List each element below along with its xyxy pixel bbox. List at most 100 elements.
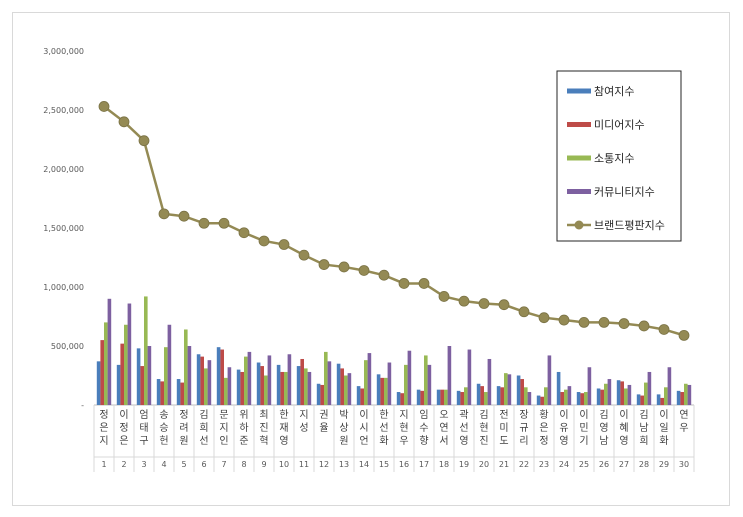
bar-1-9	[256, 362, 261, 405]
line-point-29	[658, 324, 670, 335]
legend-marker-swatch	[574, 220, 584, 230]
legend-label: 커뮤니티지수	[594, 186, 655, 199]
category-index: 23	[539, 460, 549, 469]
bar-1-27	[616, 380, 621, 405]
line-point-6	[198, 217, 210, 229]
line-point-10	[278, 239, 290, 250]
category-index: 10	[279, 460, 289, 469]
y-tick-label: 2,000,000	[43, 165, 84, 174]
bar-2-24	[560, 392, 564, 405]
bar-4-24	[567, 386, 572, 405]
bar-1-24	[556, 371, 561, 405]
bar-1-13	[336, 363, 341, 405]
bar-2-15	[380, 377, 384, 405]
bar-4-14	[367, 353, 372, 405]
category-index: 6	[201, 460, 206, 469]
line-point-24	[558, 314, 570, 326]
y-tick-label: -	[81, 401, 84, 410]
bar-4-15	[387, 362, 392, 405]
legend-label: 브랜드평판지수	[594, 219, 665, 232]
line-point-25	[578, 316, 590, 328]
bar-4-5	[187, 346, 192, 405]
line-point-30	[678, 329, 690, 341]
category-index: 14	[359, 460, 369, 469]
line-point-9	[258, 235, 270, 247]
line-point-11	[298, 249, 310, 261]
bar-1-23	[536, 395, 541, 405]
bar-3-23	[544, 387, 548, 405]
y-tick-label: 500,000	[51, 342, 84, 351]
bar-4-8	[247, 351, 252, 405]
bar-1-10	[276, 364, 281, 405]
category-index: 2	[121, 460, 126, 469]
bar-1-20	[476, 383, 481, 405]
bar-1-7	[216, 347, 221, 405]
bar-3-19	[464, 387, 468, 405]
bar-2-28	[640, 395, 644, 405]
legend-label: 참여지수	[594, 85, 634, 98]
category-index: 24	[559, 460, 569, 469]
bar-2-10	[280, 371, 284, 405]
category-index: 8	[241, 460, 246, 469]
bar-1-2	[116, 364, 121, 405]
bar-2-14	[360, 388, 364, 405]
bar-2-5	[180, 382, 184, 405]
bar-3-3	[144, 296, 148, 405]
bar-1-3	[136, 348, 141, 405]
bar-2-26	[600, 389, 604, 405]
bar-1-1	[96, 361, 101, 405]
bar-3-13	[344, 375, 348, 405]
bar-1-26	[596, 388, 601, 405]
bar-3-22	[524, 387, 528, 405]
category-index: 22	[519, 460, 529, 469]
line-point-8	[238, 227, 250, 239]
bar-4-29	[667, 367, 672, 405]
category-index: 18	[439, 460, 449, 469]
legend-label: 소통지수	[594, 152, 634, 165]
bar-3-24	[564, 389, 568, 405]
category-index: 29	[659, 460, 669, 469]
bar-4-22	[527, 392, 532, 405]
bar-2-7	[220, 349, 224, 405]
line-point-7	[218, 217, 230, 229]
bar-1-18	[436, 389, 441, 405]
line-point-12	[318, 259, 330, 270]
bar-1-15	[376, 374, 381, 405]
bar-4-3	[147, 346, 152, 405]
category-index: 27	[619, 460, 629, 469]
bar-4-12	[327, 361, 332, 405]
bar-2-13	[340, 368, 344, 405]
bar-4-2	[127, 303, 132, 405]
y-tick-label: 1,000,000	[43, 283, 84, 292]
bar-3-28	[644, 382, 648, 405]
bar-4-28	[647, 371, 652, 405]
bar-2-18	[440, 389, 444, 405]
bar-3-20	[484, 392, 488, 405]
bar-1-22	[516, 375, 521, 405]
line-layer	[98, 101, 690, 341]
category-index: 19	[459, 460, 469, 469]
bar-1-11	[296, 366, 301, 405]
bar-2-3	[140, 366, 144, 405]
line-point-21	[498, 299, 510, 311]
bar-3-29	[664, 387, 668, 405]
line-point-2	[118, 116, 130, 128]
axes-layer: - 500,000 1,000,000 1,500,000 2,000,000 2,500…	[43, 47, 695, 472]
bar-4-4	[167, 324, 172, 405]
